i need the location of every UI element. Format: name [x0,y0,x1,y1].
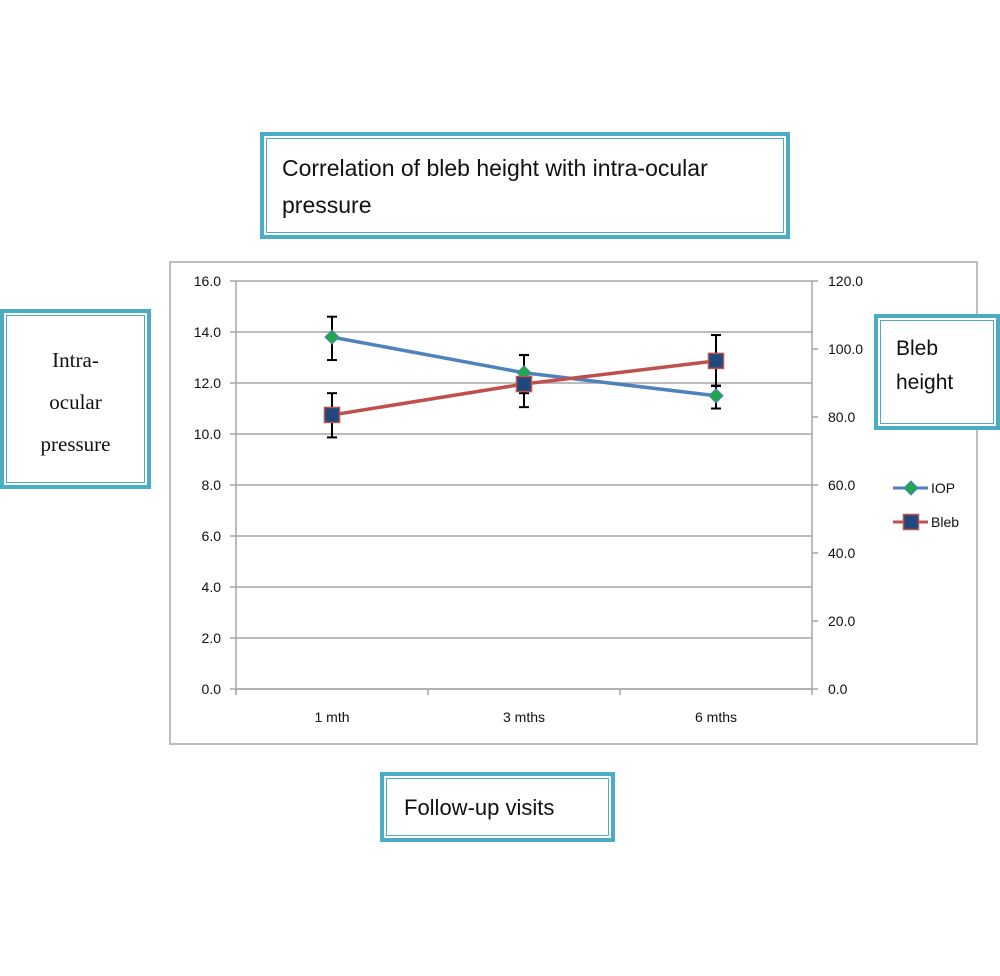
y-tick-label: 12.0 [194,375,221,391]
y-tick-label: 6.0 [202,528,222,544]
title-line-1: Correlation of bleb height with intra-oc… [282,155,708,181]
gridlines [236,280,812,690]
y-tick-label: 16.0 [194,273,221,289]
y-tick-label: 8.0 [202,477,222,493]
y2-tick-label: 60.0 [828,477,855,493]
x-tick-label: 3 mths [503,709,545,725]
y2label-line-2: height [896,371,954,394]
y2-tick-label: 20.0 [828,613,855,629]
series [323,315,725,439]
data-point-iop [324,329,340,345]
legend-label-iop: IOP [931,480,955,496]
chart-frame [169,261,978,745]
y2-tick-label: 100.0 [828,341,863,357]
legend-label-bleb: Bleb [931,514,959,530]
y-tick-label: 0.0 [202,681,222,697]
x-axis-title: Follow-up visits [380,772,615,842]
y2-tick-label: 40.0 [828,545,855,561]
x-tick-label: 1 mth [314,709,349,725]
y-tick-label: 2.0 [202,630,222,646]
y-tick-label: 4.0 [202,579,222,595]
data-point-iop [708,388,724,404]
y2label-line-1: Bleb [896,337,939,360]
chart-title: Correlation of bleb height with intra-oc… [260,132,790,239]
y-tick-label: 10.0 [194,426,221,442]
y2-tick-label: 120.0 [828,273,863,289]
y2-axis-title: Bleb height [874,314,1000,430]
data-point-bleb [707,352,725,370]
legend-marker-bleb [902,513,920,531]
y2-tick-label: 0.0 [828,681,848,697]
xlabel-text: Follow-up visits [404,795,555,820]
axes: 0.0 2.0 4.0 6.0 8.0 10.0 12.0 14.0 16.0 0.0 20.0 40… [194,273,863,725]
y-tick-label: 14.0 [194,324,221,340]
y2-tick-label: 80.0 [828,409,855,425]
legend-marker-iop [903,480,919,496]
ylabel-line-3: pressure [40,432,111,456]
ylabel-line-2: ocular [49,390,102,414]
y-axis-title: Intra- ocular pressure [0,309,151,489]
legend: IOP Bleb [893,480,959,531]
data-point-bleb [323,406,341,424]
title-line-2: pressure [282,192,372,218]
x-tick-label: 6 mths [695,709,737,725]
ylabel-line-1: Intra- [52,348,99,372]
data-point-bleb [515,375,533,393]
